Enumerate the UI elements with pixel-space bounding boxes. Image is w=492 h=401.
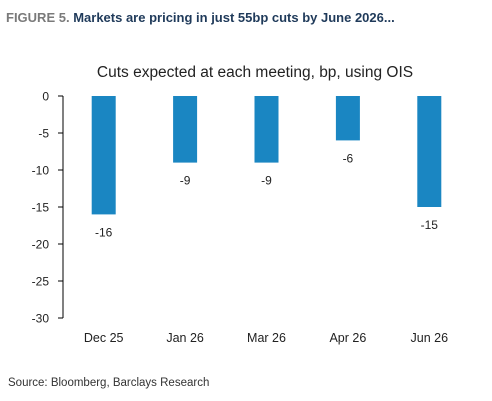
bar — [91, 96, 116, 215]
chart-title: Cuts expected at each meeting, bp, using… — [97, 64, 413, 81]
source-note: Source: Bloomberg, Barclays Research — [8, 377, 210, 389]
x-category-label: Dec 25 — [84, 331, 124, 345]
y-tick-label: 0 — [42, 90, 49, 104]
y-tick-label: -10 — [32, 164, 50, 178]
y-tick-label: -30 — [32, 312, 50, 326]
figure-headline: Markets are pricing in just 55bp cuts by… — [73, 10, 395, 25]
plot-area: 0 -5 -10 -15 -20 -25 -30 -16 Dec 25 -9 Jan 26 -9 Mar… — [32, 90, 448, 346]
bar-chart: Cuts expected at each meeting, bp, using… — [32, 64, 448, 346]
y-tick-label: -5 — [38, 127, 49, 141]
bar — [254, 96, 279, 163]
x-category-label: Jun 26 — [411, 331, 449, 345]
figure-heading: FIGURE 5. Markets are pricing in just 55… — [6, 10, 395, 25]
x-category-label: Apr 26 — [329, 331, 366, 345]
data-label: -15 — [421, 218, 439, 232]
data-label: -9 — [261, 174, 272, 188]
data-label: -6 — [343, 151, 354, 165]
figure-label: FIGURE 5. — [6, 10, 70, 25]
x-category-label: Jan 26 — [166, 331, 204, 345]
data-label: -16 — [95, 225, 113, 239]
data-label: -9 — [180, 174, 191, 188]
x-category-label: Mar 26 — [247, 331, 286, 345]
bar — [173, 96, 198, 163]
bar — [335, 96, 360, 141]
bar — [417, 96, 442, 207]
y-tick-label: -20 — [32, 238, 50, 252]
y-tick-label: -15 — [32, 201, 50, 215]
y-tick-label: -25 — [32, 275, 50, 289]
